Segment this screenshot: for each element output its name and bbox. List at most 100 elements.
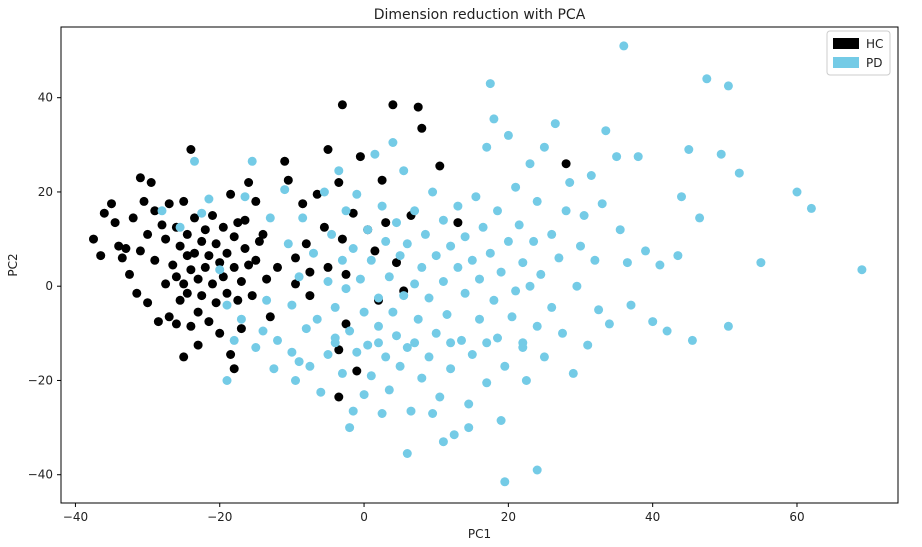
scatter-point — [402, 343, 412, 352]
scatter-point — [547, 302, 557, 312]
scatter-point — [489, 114, 499, 124]
y-axis-ticks: −40 −20 0 20 40 — [28, 91, 61, 482]
scatter-point — [197, 291, 207, 301]
scatter-point — [622, 258, 632, 268]
scatter-point — [370, 149, 380, 159]
scatter-point — [229, 232, 239, 242]
scatter-point — [410, 338, 420, 348]
scatter-point — [161, 234, 171, 244]
scatter-point — [337, 100, 347, 110]
scatter-point — [384, 385, 394, 395]
scatter-point — [175, 295, 185, 305]
scatter-point — [215, 258, 225, 268]
scatter-point — [467, 255, 477, 265]
scatter-point — [532, 465, 542, 475]
scatter-point — [539, 142, 549, 152]
scatter-point — [143, 298, 153, 308]
scatter-point — [374, 293, 383, 303]
scatter-point — [215, 265, 225, 275]
scatter-point — [294, 272, 304, 282]
scatter-point — [341, 269, 351, 279]
scatter-point — [229, 364, 239, 374]
scatter-point — [330, 338, 340, 348]
scatter-point — [366, 255, 376, 265]
scatter-point — [583, 340, 593, 350]
scatter-point — [186, 321, 196, 331]
scatter-point — [251, 343, 261, 352]
scatter-point — [323, 145, 333, 154]
scatter-point — [153, 317, 163, 327]
scatter-point — [482, 378, 492, 388]
scatter-point — [453, 262, 463, 272]
scatter-point — [381, 352, 391, 362]
scatter-point — [514, 220, 524, 230]
scatter-point — [135, 246, 145, 256]
scatter-point — [193, 340, 203, 350]
scatter-point — [384, 272, 394, 282]
scatter-point — [204, 251, 214, 261]
scatter-point — [475, 314, 484, 324]
scatter-point — [446, 364, 456, 374]
scatter-point — [363, 225, 373, 235]
scatter-point — [402, 449, 412, 458]
scatter-point — [374, 338, 383, 348]
scatter-point — [446, 241, 456, 251]
scatter-point — [254, 236, 264, 246]
y-tick-label: 40 — [38, 91, 53, 105]
scatter-point — [334, 178, 344, 187]
scatter-point — [565, 178, 575, 187]
scatter-point — [723, 321, 733, 331]
scatter-point — [251, 255, 261, 265]
scatter-point — [186, 145, 196, 154]
scatter-point — [532, 196, 542, 206]
scatter-point — [518, 258, 528, 268]
x-tick-label: −40 — [63, 510, 88, 524]
scatter-point — [164, 199, 174, 209]
scatter-point — [392, 218, 401, 228]
scatter-point — [99, 208, 109, 218]
scatter-point — [319, 187, 329, 197]
scatter-point — [190, 213, 199, 223]
scatter-point — [334, 166, 344, 176]
scatter-point — [673, 251, 683, 261]
scatter-point — [222, 248, 232, 258]
scatter-point — [107, 199, 116, 209]
scatter-point — [435, 161, 445, 171]
scatter-point — [218, 222, 228, 232]
scatter-point — [179, 196, 189, 206]
scatter-point — [662, 326, 672, 336]
scatter-point — [197, 236, 207, 246]
scatter-point — [377, 175, 387, 185]
scatter-point — [381, 218, 391, 228]
scatter-point — [655, 260, 665, 270]
scatter-point — [406, 406, 416, 416]
scatter-point — [125, 269, 134, 279]
scatter-point — [561, 159, 571, 169]
scatter-point — [442, 310, 452, 319]
scatter-point — [236, 324, 246, 334]
scatter-point — [460, 232, 470, 242]
scatter-point — [619, 41, 629, 51]
scatter-point — [186, 265, 196, 275]
scatter-point — [244, 178, 254, 187]
scatter-point — [117, 253, 127, 263]
scatter-point — [558, 328, 567, 338]
scatter-point — [633, 152, 643, 162]
scatter-point — [677, 192, 686, 202]
scatter-point — [229, 262, 239, 272]
scatter-point — [449, 430, 459, 440]
scatter-point — [438, 437, 448, 447]
scatter-point — [341, 206, 351, 216]
scatter-point — [200, 262, 210, 272]
scatter-point — [561, 206, 571, 216]
scatter-point — [355, 274, 365, 284]
y-tick-label: −20 — [28, 373, 53, 387]
scatter-point — [294, 357, 304, 367]
scatter-point — [529, 236, 539, 246]
scatter-point — [402, 239, 412, 249]
scatter-point — [287, 300, 297, 310]
scatter-point — [413, 314, 423, 324]
scatter-point — [258, 326, 268, 336]
scatter-point — [128, 213, 138, 223]
scatter-point — [399, 166, 409, 176]
